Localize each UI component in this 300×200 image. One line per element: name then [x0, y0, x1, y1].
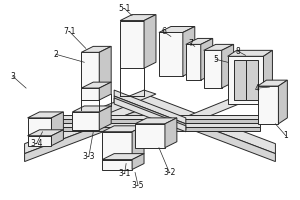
- Text: 2: 2: [54, 50, 58, 59]
- Polygon shape: [40, 123, 260, 127]
- Polygon shape: [28, 118, 52, 136]
- Polygon shape: [40, 119, 260, 123]
- Text: 3-1: 3-1: [118, 169, 131, 178]
- Polygon shape: [183, 27, 195, 76]
- Polygon shape: [37, 90, 156, 138]
- Polygon shape: [246, 60, 257, 100]
- Polygon shape: [28, 112, 63, 118]
- Polygon shape: [72, 112, 99, 130]
- Polygon shape: [144, 15, 156, 68]
- Polygon shape: [228, 56, 263, 104]
- Polygon shape: [132, 126, 144, 160]
- Text: 5: 5: [213, 55, 218, 64]
- Polygon shape: [263, 50, 272, 104]
- Text: 3-4: 3-4: [30, 139, 43, 148]
- Polygon shape: [201, 38, 213, 80]
- Polygon shape: [40, 127, 260, 131]
- Polygon shape: [114, 90, 186, 124]
- Polygon shape: [204, 44, 234, 50]
- Polygon shape: [28, 130, 63, 136]
- Polygon shape: [52, 112, 63, 136]
- Polygon shape: [72, 106, 111, 112]
- Text: 8: 8: [236, 47, 241, 56]
- Polygon shape: [40, 115, 260, 119]
- Polygon shape: [222, 44, 234, 88]
- Polygon shape: [278, 80, 287, 124]
- Polygon shape: [81, 52, 99, 88]
- Text: 3-5: 3-5: [132, 181, 144, 190]
- Text: 6: 6: [161, 27, 166, 36]
- Polygon shape: [159, 27, 195, 32]
- Polygon shape: [132, 154, 144, 170]
- Polygon shape: [99, 82, 111, 100]
- Polygon shape: [81, 88, 99, 100]
- Polygon shape: [186, 44, 201, 80]
- Polygon shape: [102, 154, 144, 160]
- Polygon shape: [135, 124, 165, 148]
- Polygon shape: [99, 46, 111, 88]
- Text: 5-1: 5-1: [118, 4, 131, 13]
- Polygon shape: [25, 96, 275, 154]
- Text: 3-3: 3-3: [82, 152, 95, 161]
- Polygon shape: [25, 106, 150, 162]
- Text: 3: 3: [10, 72, 15, 81]
- Polygon shape: [114, 96, 186, 130]
- Polygon shape: [28, 136, 52, 146]
- Polygon shape: [159, 32, 183, 76]
- Polygon shape: [234, 60, 246, 100]
- Polygon shape: [120, 15, 156, 21]
- Polygon shape: [186, 38, 213, 44]
- Polygon shape: [144, 90, 263, 138]
- Polygon shape: [204, 50, 222, 88]
- Text: 3-2: 3-2: [163, 168, 176, 177]
- Polygon shape: [257, 86, 278, 124]
- Polygon shape: [52, 130, 63, 146]
- Polygon shape: [102, 126, 144, 132]
- Polygon shape: [114, 98, 186, 132]
- Polygon shape: [257, 80, 287, 86]
- Polygon shape: [102, 132, 132, 160]
- Text: 1: 1: [284, 131, 288, 140]
- Polygon shape: [228, 50, 272, 56]
- Text: 7-1: 7-1: [63, 27, 76, 36]
- Polygon shape: [81, 82, 111, 88]
- Polygon shape: [102, 160, 132, 170]
- Polygon shape: [144, 134, 156, 144]
- Polygon shape: [165, 118, 177, 148]
- Text: 4: 4: [255, 84, 260, 93]
- Polygon shape: [135, 118, 177, 124]
- Polygon shape: [99, 106, 111, 130]
- Polygon shape: [81, 46, 111, 52]
- Polygon shape: [150, 106, 275, 162]
- Polygon shape: [120, 21, 144, 68]
- Text: 7: 7: [188, 39, 193, 48]
- Polygon shape: [37, 134, 49, 144]
